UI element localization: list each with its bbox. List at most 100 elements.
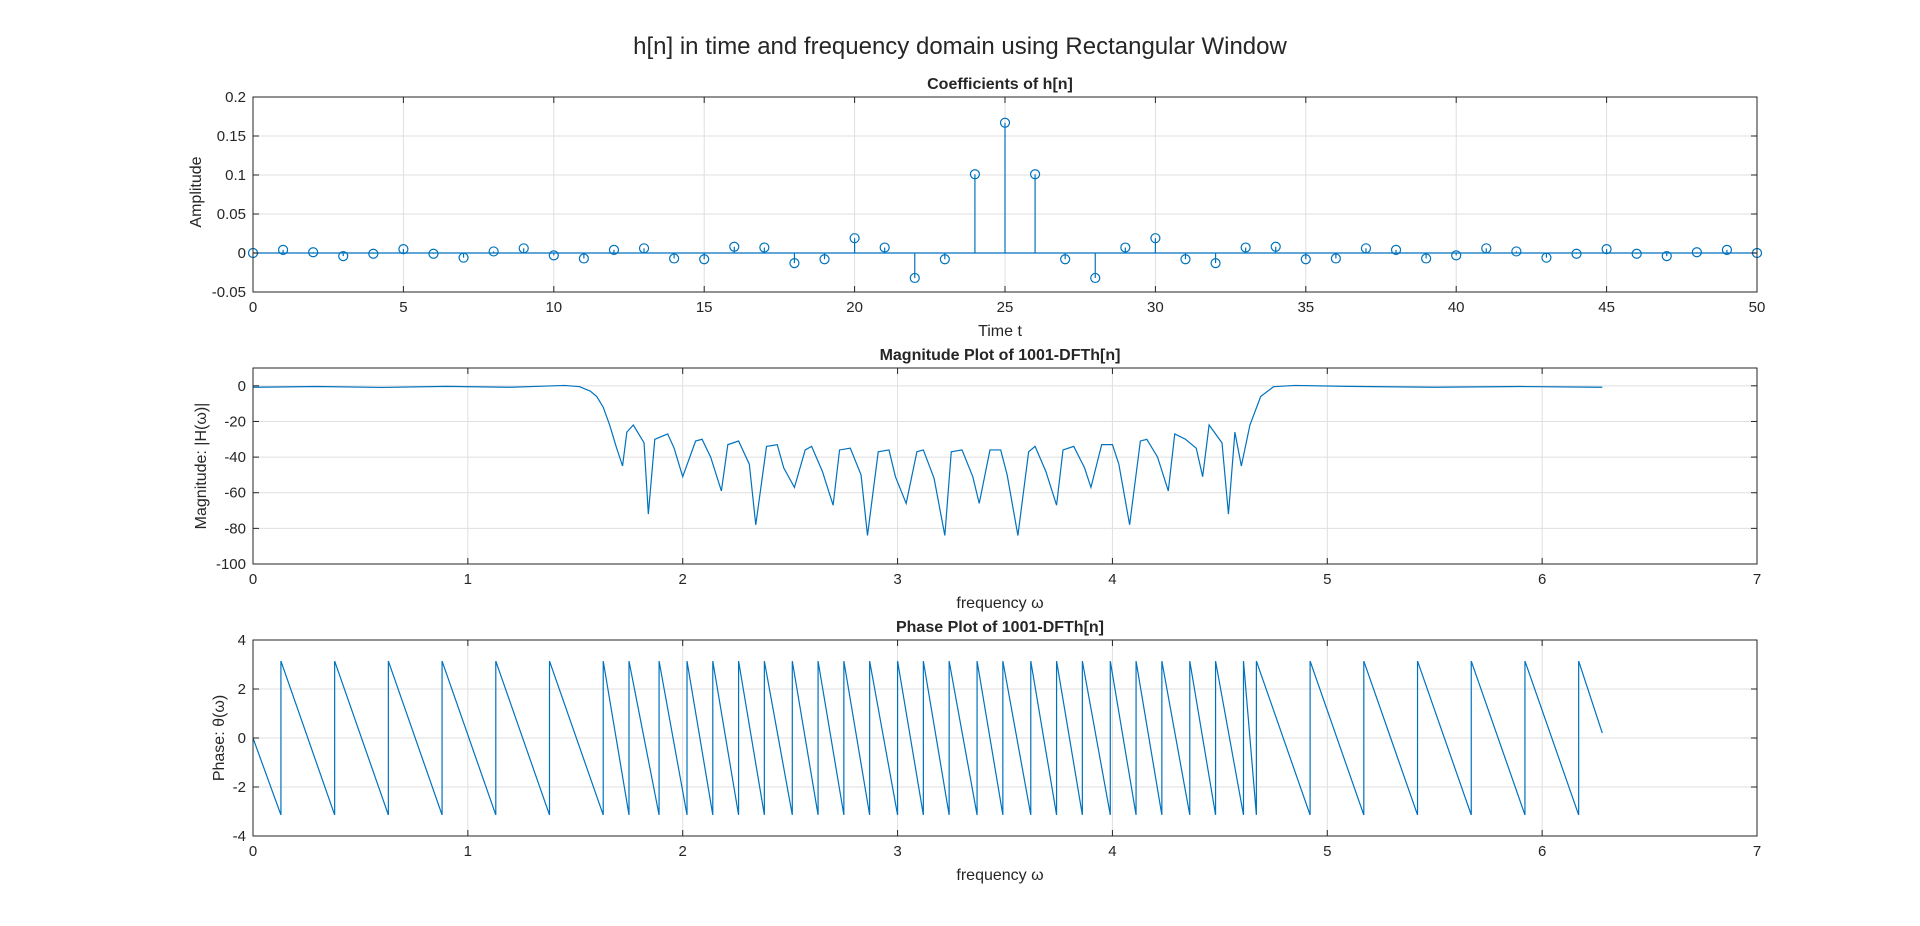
magnitude-xlabel: frequency ω: [956, 595, 1043, 612]
stem-marker: [1330, 253, 1341, 264]
stem-marker: [1150, 233, 1161, 244]
stem-marker: [1721, 244, 1733, 255]
stem-marker: [368, 248, 379, 259]
stem-marker: [1601, 244, 1612, 255]
x-tick-label: 20: [846, 299, 863, 316]
plot-area: [252, 660, 1603, 816]
y-tick-label: -4: [233, 828, 246, 845]
stem-marker: [308, 247, 319, 258]
stem-marker: [548, 250, 559, 261]
plot-area: [247, 117, 1763, 284]
y-tick-label: 0: [238, 245, 246, 262]
stem-marker: [1060, 254, 1071, 265]
stem-marker: [578, 253, 589, 264]
grid: [252, 639, 1758, 837]
x-tick-label: 6: [1538, 843, 1546, 860]
magnitude-ylabel: Magnitude: |H(ω)|: [193, 403, 210, 530]
y-tick-label: 0: [238, 730, 246, 747]
stem-marker: [939, 254, 950, 265]
phase-title: Phase Plot of 1001-DFTh[n]: [896, 619, 1104, 636]
magnitude-axes: Magnitude Plot of 1001-DFTh[n] frequency…: [193, 347, 1761, 612]
stem-marker: [1511, 246, 1522, 257]
x-tick-label: 1: [464, 571, 472, 588]
y-tick-label: 2: [238, 681, 246, 698]
stem-marker: [879, 242, 890, 253]
stem-marker: [1661, 251, 1672, 262]
magnitude-title: Magnitude Plot of 1001-DFTh[n]: [880, 347, 1121, 364]
stem-marker: [1270, 241, 1281, 252]
stem-marker: [1421, 253, 1432, 264]
stem-marker: [608, 244, 620, 255]
y-tick-label: -80: [224, 520, 246, 537]
stem-marker: [1571, 248, 1582, 259]
x-tick-label: 7: [1753, 571, 1761, 588]
coefficients-ylabel: Amplitude: [188, 156, 205, 227]
y-tick-label: -0.05: [212, 284, 246, 301]
x-tick-label: 3: [893, 571, 901, 588]
y-tick-label: 4: [238, 632, 246, 649]
figure-title: h[n] in time and frequency domain using …: [633, 33, 1287, 60]
x-tick-label: 4: [1108, 843, 1116, 860]
x-tick-label: 6: [1538, 571, 1546, 588]
y-tick-label: -40: [224, 449, 246, 466]
stem-marker: [999, 117, 1011, 128]
x-tick-label: 7: [1753, 843, 1761, 860]
axes-box: [252, 367, 1758, 565]
stem-marker: [669, 253, 680, 264]
x-tick-label: 2: [679, 843, 687, 860]
phase-axes: Phase Plot of 1001-DFTh[n] frequency ω P…: [211, 619, 1761, 884]
y-tick-label: -100: [216, 556, 246, 573]
phase-xlabel: frequency ω: [956, 867, 1043, 884]
x-tick-label: 50: [1749, 299, 1766, 316]
x-tick-label: 25: [997, 299, 1014, 316]
stem-marker: [1300, 254, 1311, 265]
stem-marker: [277, 244, 289, 255]
y-tick-label: -20: [224, 413, 246, 430]
y-tick-label: 0: [238, 378, 246, 395]
stem-marker: [1180, 254, 1191, 265]
stem-marker: [699, 254, 710, 265]
x-tick-label: 10: [545, 299, 562, 316]
x-tick-label: 45: [1598, 299, 1615, 316]
stem-marker: [789, 258, 800, 269]
stem-marker: [909, 272, 920, 284]
stem-marker: [398, 244, 409, 255]
stem-marker: [1029, 169, 1041, 180]
stem-marker: [759, 242, 770, 253]
stem-marker: [1210, 258, 1221, 269]
x-tick-label: 1: [464, 843, 472, 860]
stem-marker: [1631, 248, 1642, 259]
coefficients-title: Coefficients of h[n]: [927, 76, 1073, 93]
stem-marker: [1691, 247, 1702, 258]
coefficients-axes: Coefficients of h[n] Time t Amplitude 0 5…: [188, 76, 1765, 340]
x-tick-label: 3: [893, 843, 901, 860]
stem-marker: [969, 169, 981, 180]
y-tick-label: 0.05: [217, 206, 246, 223]
x-tick-label: 5: [1323, 571, 1331, 588]
stem-marker: [1451, 250, 1462, 261]
y-tick-label: -2: [233, 779, 246, 796]
y-tick-label: 0.1: [225, 167, 246, 184]
y-tick-label: -60: [224, 485, 246, 502]
stem-marker: [338, 251, 349, 262]
x-tick-label: 0: [249, 299, 257, 316]
stem-marker: [729, 241, 740, 252]
x-tick-label: 30: [1147, 299, 1164, 316]
x-tick-label: 4: [1108, 571, 1116, 588]
coefficients-xlabel: Time t: [978, 323, 1022, 340]
x-tick-label: 5: [399, 299, 407, 316]
x-tick-label: 5: [1323, 843, 1331, 860]
x-tick-label: 35: [1297, 299, 1314, 316]
stem-marker: [819, 254, 830, 265]
x-tick-label: 15: [696, 299, 713, 316]
x-tick-label: 0: [249, 571, 257, 588]
stem-marker: [1240, 242, 1251, 253]
y-tick-label: 0.2: [225, 89, 246, 106]
phase-line: [252, 660, 1603, 816]
phase-ylabel: Phase: θ(ω): [211, 695, 228, 781]
x-tick-label: 2: [679, 571, 687, 588]
stem-marker: [1090, 272, 1101, 284]
stem-marker: [849, 233, 860, 244]
plot-area: [252, 384, 1603, 536]
y-tick-label: 0.15: [217, 128, 246, 145]
